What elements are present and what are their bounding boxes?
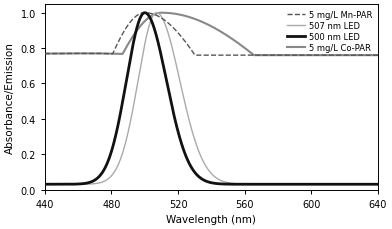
Y-axis label: Absorbance/Emission: Absorbance/Emission <box>5 42 15 153</box>
X-axis label: Wavelength (nm): Wavelength (nm) <box>167 214 256 224</box>
Legend: 5 mg/L Mn-PAR, 507 nm LED, 500 nm LED, 5 mg/L Co-PAR: 5 mg/L Mn-PAR, 507 nm LED, 500 nm LED, 5… <box>285 9 374 54</box>
